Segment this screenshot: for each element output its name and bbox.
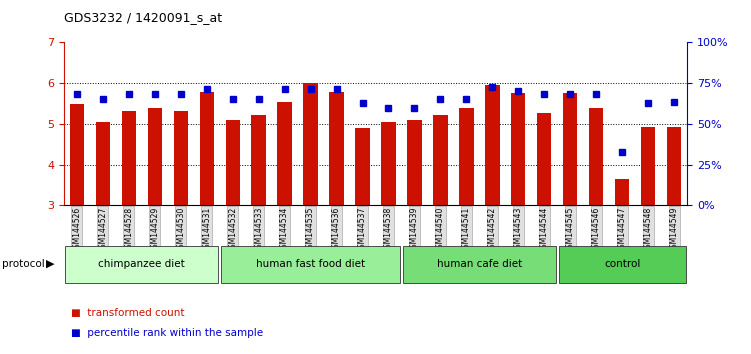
Text: ▶: ▶ <box>46 259 55 269</box>
Text: ■  percentile rank within the sample: ■ percentile rank within the sample <box>71 328 264 338</box>
Bar <box>563 93 578 205</box>
Bar <box>641 127 656 205</box>
Bar <box>173 111 188 205</box>
FancyBboxPatch shape <box>403 246 556 283</box>
Bar <box>200 92 214 205</box>
Bar <box>667 127 681 205</box>
Bar <box>537 113 551 205</box>
Bar <box>433 115 448 205</box>
Bar <box>355 128 369 205</box>
FancyBboxPatch shape <box>221 246 400 283</box>
FancyBboxPatch shape <box>559 246 686 283</box>
Text: control: control <box>604 259 641 269</box>
Bar <box>70 104 84 205</box>
Text: human cafe diet: human cafe diet <box>437 259 522 269</box>
Bar <box>589 108 603 205</box>
Text: chimpanzee diet: chimpanzee diet <box>98 259 185 269</box>
Bar <box>330 92 344 205</box>
Bar <box>95 122 110 205</box>
Bar <box>303 83 318 205</box>
Text: protocol: protocol <box>2 259 45 269</box>
Bar <box>485 85 499 205</box>
Bar <box>382 122 396 205</box>
Bar <box>407 120 421 205</box>
Text: GDS3232 / 1420091_s_at: GDS3232 / 1420091_s_at <box>64 11 222 24</box>
Bar <box>252 115 266 205</box>
Bar <box>460 108 474 205</box>
Bar <box>122 111 136 205</box>
FancyBboxPatch shape <box>65 246 219 283</box>
Bar <box>148 108 162 205</box>
Bar <box>225 120 240 205</box>
Text: human fast food diet: human fast food diet <box>256 259 365 269</box>
Bar <box>511 93 526 205</box>
Bar <box>277 102 291 205</box>
Text: ■  transformed count: ■ transformed count <box>71 308 185 318</box>
Bar <box>615 179 629 205</box>
